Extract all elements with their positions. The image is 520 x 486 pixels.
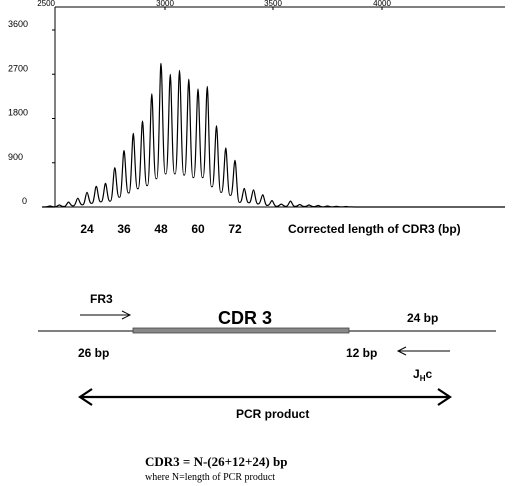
- pcr-left-arrowhead: [78, 388, 93, 406]
- cdr3-box: [132, 327, 350, 334]
- mid-bp-label: 12 bp: [346, 346, 377, 360]
- x-tick-label: 48: [154, 222, 168, 236]
- y-tick-label: 3600: [8, 19, 28, 29]
- jhc-sub: H: [420, 374, 426, 383]
- fr3-arrowhead: [121, 310, 132, 320]
- top-tick-label: 3500: [264, 0, 282, 8]
- formula-line1: CDR3 = N-(26+12+24) bp: [145, 454, 287, 469]
- jhc-tail: c: [425, 367, 432, 381]
- jhc-label: JHc: [413, 367, 432, 383]
- formula-line2: where N=length of PCR product: [145, 472, 275, 483]
- cdr3-label: CDR 3: [218, 308, 272, 328]
- bottom-axis-ticks: 24 36 48 60 72: [80, 222, 242, 236]
- electropherogram-trace: [41, 62, 505, 208]
- x-tick-label: 72: [228, 222, 242, 236]
- x-tick-label: 60: [191, 222, 205, 236]
- x-axis-label: Corrected length of CDR3 (bp): [288, 222, 461, 236]
- top-tick-label: 2500: [37, 0, 55, 8]
- y-tick-label: 1800: [8, 108, 28, 118]
- left-bp-label: 26 bp: [78, 346, 109, 360]
- top-tick-label: 3000: [156, 0, 174, 8]
- pcr-diagram: FR3 CDR 3 24 bp 26 bp 12 bp JHc PCR prod…: [38, 292, 496, 421]
- pcr-product-label: PCR product: [236, 407, 309, 421]
- y-tick-label: 2700: [8, 63, 28, 73]
- top-tick-label: 4000: [373, 0, 391, 8]
- top-axis-ticks: 2500 3000 3500 4000: [37, 0, 391, 10]
- right-bp-label: 24 bp: [407, 311, 438, 325]
- x-tick-label: 24: [80, 222, 94, 236]
- y-tick-label: 900: [8, 152, 23, 162]
- pcr-right-arrowhead: [437, 388, 452, 406]
- y-tick-label: 0: [22, 196, 27, 206]
- y-axis-ticks: 3600 2700 1800 900 0: [8, 19, 55, 208]
- jhc-main: J: [413, 367, 420, 381]
- fr3-label: FR3: [90, 292, 113, 306]
- jhc-arrowhead: [396, 346, 407, 356]
- x-tick-label: 36: [117, 222, 131, 236]
